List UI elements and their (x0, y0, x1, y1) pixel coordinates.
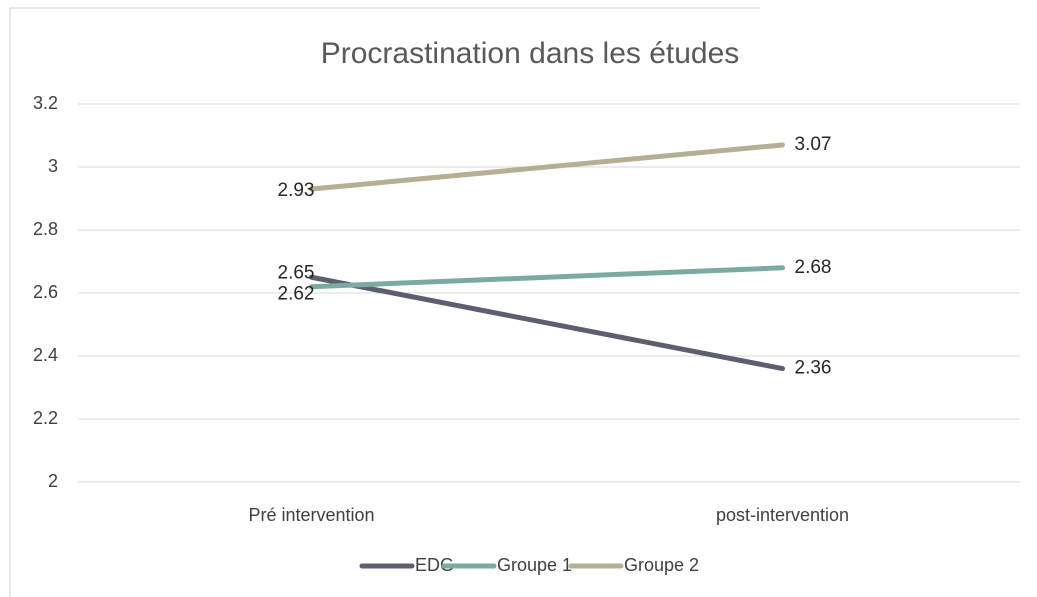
legend-label: Groupe 1 (497, 555, 572, 575)
y-tick-label: 2 (48, 471, 58, 491)
y-tick-label: 3.2 (33, 93, 58, 113)
series-line (309, 274, 785, 372)
legend-label: Groupe 2 (624, 555, 699, 575)
data-label: 2.68 (795, 257, 832, 278)
legend-label: EDG (415, 555, 454, 575)
data-label: 3.07 (795, 134, 832, 155)
y-tick-label: 2.4 (33, 345, 58, 365)
data-label: 2.62 (278, 284, 315, 305)
series-line (309, 265, 785, 290)
chart-title: Procrastination dans les études (321, 37, 740, 70)
x-tick-label: post-intervention (716, 505, 849, 525)
data-label: 2.93 (278, 180, 315, 201)
data-label: 2.65 (278, 262, 315, 283)
series-line (309, 142, 785, 192)
y-tick-label: 2.6 (33, 282, 58, 302)
y-tick-label: 3 (48, 156, 58, 176)
x-tick-label: Pré intervention (248, 505, 374, 525)
y-tick-label: 2.2 (33, 408, 58, 428)
y-tick-label: 2.8 (33, 219, 58, 239)
data-label: 2.36 (795, 358, 832, 379)
